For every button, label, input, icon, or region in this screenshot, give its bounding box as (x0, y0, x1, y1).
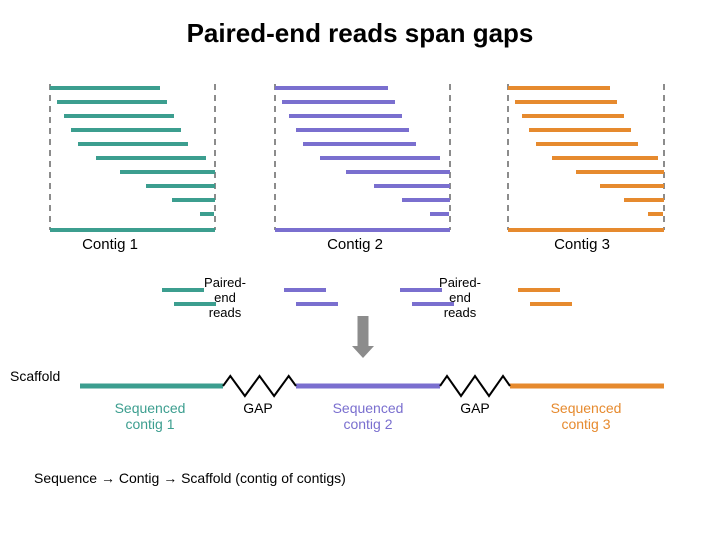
paired-end-label-2: Paired-endreads (400, 275, 520, 320)
scaffold-seg-1-label: Sequencedcontig 1 (90, 400, 210, 432)
contig-2-label: Contig 2 (295, 236, 415, 253)
diagram-svg (0, 0, 720, 540)
scaffold-seg-2-label: Sequencedcontig 2 (308, 400, 428, 432)
scaffold-gap-2-zigzag (440, 376, 510, 396)
scaffold-label: Scaffold (10, 368, 130, 384)
scaffold-gap-1-label: GAP (198, 400, 318, 416)
contig-3-label: Contig 3 (522, 236, 642, 253)
contig-1-label: Contig 1 (50, 236, 170, 253)
merge-arrow (352, 316, 374, 358)
scaffold-gap-1-zigzag (223, 376, 296, 396)
scaffold-gap-2-label: GAP (415, 400, 535, 416)
scaffold-seg-3-label: Sequencedcontig 3 (526, 400, 646, 432)
diagram-canvas: Paired-end reads span gaps Contig 1Conti… (0, 0, 720, 540)
caption: Sequence → Contig → Scaffold (contig of … (34, 470, 346, 486)
paired-end-label-1: Paired-endreads (165, 275, 285, 320)
